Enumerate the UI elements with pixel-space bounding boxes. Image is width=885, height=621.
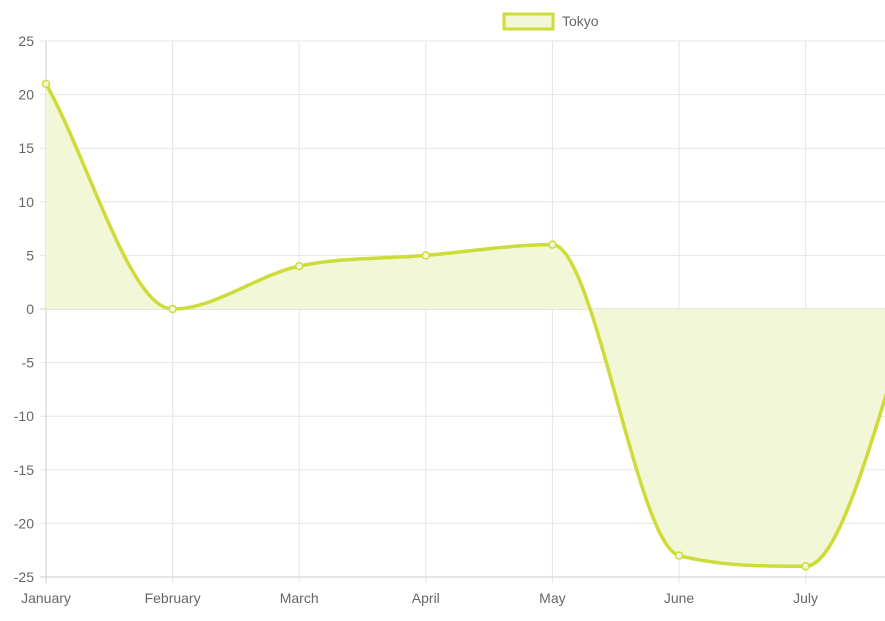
data-point-june — [674, 551, 684, 560]
y-tick-label: 5 — [26, 247, 34, 263]
legend-swatch[interactable] — [502, 12, 555, 31]
y-tick-label: -15 — [14, 462, 34, 478]
y-tick-label: 10 — [18, 194, 34, 210]
x-tick-label: March — [280, 590, 319, 606]
legend[interactable]: Tokyo — [502, 12, 599, 31]
data-point-july — [801, 562, 810, 571]
x-tick-label: May — [539, 590, 565, 606]
x-tick-label: July — [793, 590, 818, 606]
series-fill — [46, 83, 885, 567]
data-point-march — [294, 261, 304, 271]
data-point-january — [41, 79, 51, 89]
data-points — [41, 79, 810, 571]
y-tick-label: -20 — [14, 515, 34, 531]
y-tick-label: 0 — [26, 301, 34, 317]
x-axis-ticks: January February March April May June July — [21, 590, 818, 606]
legend-label[interactable]: Tokyo — [562, 13, 599, 29]
y-tick-label: 20 — [18, 87, 34, 103]
y-axis-ticks: 25 20 15 10 5 0 -5 -10 -15 -20 -25 — [14, 33, 34, 585]
x-tick-label: February — [145, 590, 201, 606]
y-tick-label: -25 — [14, 569, 34, 585]
y-tick-label: -10 — [14, 408, 34, 424]
data-point-april — [421, 251, 431, 260]
data-point-may — [548, 240, 557, 249]
y-tick-label: 25 — [18, 33, 34, 49]
y-tick-label: -5 — [22, 355, 35, 371]
x-tick-label: June — [664, 590, 695, 606]
x-tick-label: January — [21, 590, 71, 606]
y-tick-label: 15 — [18, 140, 34, 156]
data-point-february — [168, 304, 177, 314]
area-fill — [46, 83, 885, 567]
x-tick-label: April — [412, 590, 440, 606]
